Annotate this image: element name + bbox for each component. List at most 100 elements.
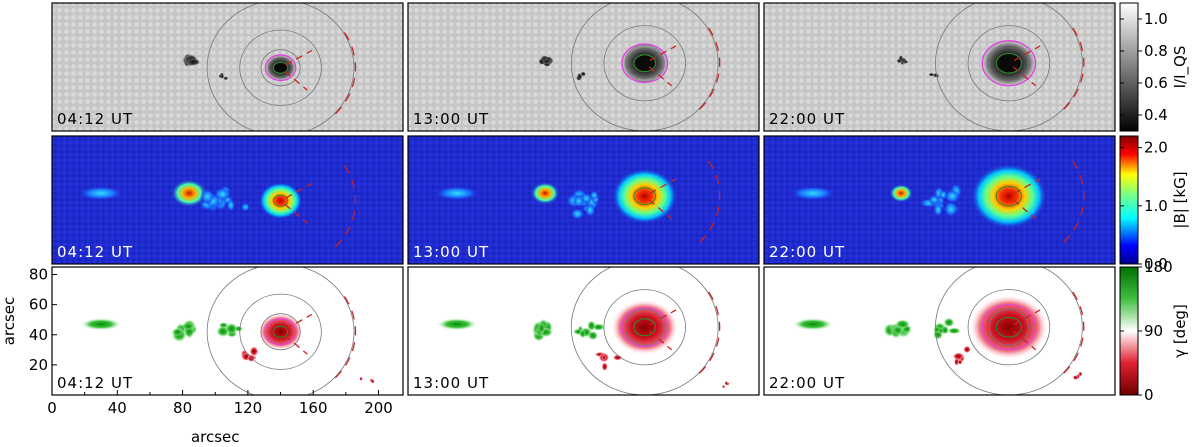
- positive-polarity-patch: [943, 317, 955, 328]
- umbra-contour: [633, 318, 657, 337]
- x-tick-label: 40: [108, 399, 127, 417]
- negative-polarity-patch: [601, 362, 608, 371]
- colorbar-tick-label: 0.6: [1144, 74, 1168, 92]
- colorbar-tick-label: 1.0: [1144, 10, 1168, 28]
- x-tick-label: 200: [364, 399, 393, 417]
- field-patch: [530, 182, 560, 205]
- umbra-contour: [995, 316, 1023, 338]
- field-patch: [790, 186, 835, 201]
- panel-frame: [763, 266, 1116, 396]
- colorbar-tick-label: 1.0: [1144, 197, 1168, 215]
- sector-edge: [285, 182, 313, 199]
- reference-circle: [603, 289, 686, 366]
- field-patch: [226, 198, 236, 212]
- field-patch: [944, 189, 961, 204]
- panel-image: [764, 136, 1115, 264]
- reference-circle: [260, 49, 301, 87]
- panel-image: [408, 267, 759, 395]
- colorbar-label: I/I_QS: [1171, 46, 1190, 89]
- field-patch: [933, 202, 943, 217]
- panel-r1-c2: 13:00 UT: [407, 2, 760, 132]
- y-axis-label: arcsec: [0, 297, 18, 346]
- penumbra-contour: [981, 304, 1037, 351]
- sector-edge: [649, 45, 677, 61]
- pore-blob: [186, 58, 201, 66]
- y-tick-label: 40: [29, 326, 48, 344]
- colorbars: 1.0 0.8 0.6 0.4I/I_QS 2.0 1.0 0.0 |B| [kG] 180 90…: [1119, 2, 1190, 404]
- negative-polarity-patch: [957, 359, 963, 365]
- penumbra-contour: [264, 54, 297, 82]
- positive-polarity-patch: [537, 322, 546, 335]
- negative-polarity-patch: [1078, 371, 1083, 377]
- panel-r2-c1: 04:12 UT: [51, 135, 404, 265]
- panel-background: [408, 3, 759, 131]
- panel-r3-c2: 13:00 UT: [407, 266, 760, 396]
- panel-image: [408, 136, 759, 264]
- sector-edge: [1012, 330, 1037, 351]
- penumbra-contour: [621, 43, 669, 84]
- penumbra-contour: [264, 318, 297, 346]
- penumbra-contour: [981, 40, 1037, 87]
- umbra-contour: [272, 61, 289, 74]
- panel-r2-c2: 13:00 UT: [407, 135, 760, 265]
- panel-frame: [407, 135, 760, 265]
- sector-edge: [285, 313, 313, 330]
- field-patch: [434, 186, 479, 201]
- x-tick-label: 0: [47, 399, 57, 417]
- penumbra-contour: [621, 307, 669, 347]
- positive-polarity-patch: [940, 325, 950, 335]
- negative-polarity-patch: [963, 345, 971, 354]
- sector-edge: [1013, 45, 1041, 61]
- timestamp-label: 04:12 UT: [57, 110, 133, 128]
- positive-polarity-patch: [579, 329, 586, 339]
- reference-circle: [603, 25, 686, 102]
- pore-blob: [901, 58, 905, 62]
- x-tick-label: 80: [173, 399, 192, 417]
- timestamp-label: 04:12 UT: [57, 374, 133, 392]
- negative-polarity-patch: [371, 379, 375, 384]
- reference-circle: [988, 44, 1029, 82]
- reference-circle: [967, 289, 1051, 366]
- panel-frame: [407, 266, 760, 396]
- umbra-contour: [995, 185, 1022, 207]
- panel-frame: [51, 135, 404, 265]
- colorbar-gradient: [1119, 2, 1139, 132]
- timestamp-label: 13:00 UT: [413, 374, 489, 392]
- reference-circle: [206, 3, 355, 131]
- positive-polarity-patch: [792, 318, 833, 331]
- panel-image: [408, 3, 759, 131]
- panel-image: [764, 3, 1115, 131]
- reference-circle: [239, 29, 322, 106]
- axes: 0 40 80 120 160 200 80 60 40 20 arcsec arcsec: [0, 266, 393, 446]
- positive-polarity-patch: [947, 327, 962, 335]
- sector-edge: [1012, 199, 1037, 220]
- pore-blob: [220, 73, 224, 79]
- y-tick-label: 80: [29, 266, 48, 284]
- sector-edge: [1013, 309, 1041, 325]
- reference-circle: [624, 308, 665, 346]
- x-tick-label: 160: [299, 399, 328, 417]
- timestamp-label: 22:00 UT: [769, 110, 845, 128]
- panel-frame: [763, 2, 1116, 132]
- colorbar-3: 180 90 0 γ [deg]: [1119, 258, 1189, 404]
- timestamp-label: 13:00 UT: [413, 243, 489, 261]
- panel-background: [764, 3, 1115, 131]
- panel-r2-c3: 22:00 UT: [763, 135, 1116, 265]
- panel-r1-c3: 22:00 UT: [763, 2, 1116, 132]
- sector-edge: [649, 178, 677, 194]
- negative-polarity-patch: [724, 381, 728, 386]
- positive-polarity-patch: [587, 330, 599, 341]
- reference-circle: [935, 267, 1083, 395]
- positive-polarity-patch: [80, 318, 121, 331]
- positive-polarity-patch: [586, 320, 597, 332]
- sector-edge: [648, 66, 673, 87]
- field-patch: [943, 201, 958, 217]
- positive-polarity-patch: [181, 322, 195, 331]
- reference-circle: [624, 44, 665, 82]
- umbra-contour: [272, 194, 289, 207]
- y-tick-label: 60: [29, 296, 48, 314]
- reference-circle: [260, 313, 301, 351]
- negative-polarity-patch: [249, 346, 259, 357]
- negative-polarity-patch: [1072, 375, 1079, 380]
- pore-blob: [223, 76, 228, 81]
